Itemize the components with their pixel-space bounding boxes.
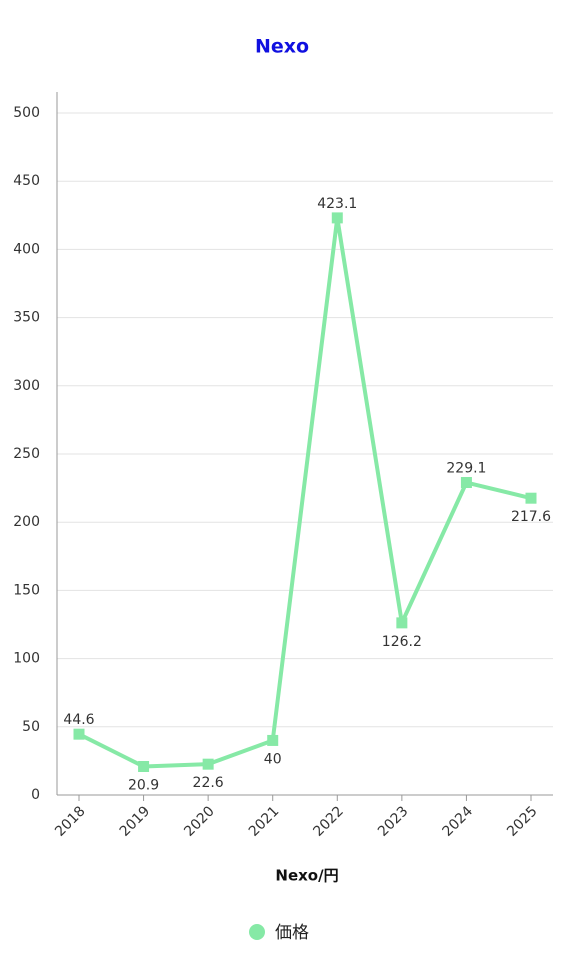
y-tick-label: 50 <box>22 719 40 735</box>
series-line <box>78 215 532 769</box>
point-marker <box>525 492 537 504</box>
y-tick-label: 200 <box>13 514 40 530</box>
legend-marker <box>249 924 265 940</box>
data-label: 423.1 <box>317 196 357 212</box>
x-tick-label: 2022 <box>310 803 347 840</box>
data-label: 126.2 <box>382 634 422 650</box>
y-tick-label: 350 <box>13 310 40 326</box>
x-axis-title: Nexo/円 <box>275 867 338 885</box>
point-marker <box>331 212 343 224</box>
legend-label: 価格 <box>275 923 309 943</box>
data-label: 229.1 <box>446 461 486 477</box>
x-tick-label: 2023 <box>375 803 412 840</box>
data-label: 40 <box>264 751 282 767</box>
point-marker <box>267 734 279 746</box>
x-tick-label: 2021 <box>246 803 283 840</box>
point-marker <box>138 760 150 772</box>
y-tick-label: 300 <box>13 378 40 394</box>
y-tick-label: 150 <box>13 582 40 598</box>
chart-title: Nexo <box>255 36 309 58</box>
point-marker <box>73 728 85 740</box>
data-label: 22.6 <box>193 775 224 791</box>
y-tick-label: 500 <box>13 105 40 121</box>
point-marker <box>460 477 472 489</box>
y-tick-label: 0 <box>31 787 40 803</box>
x-tick-label: 2025 <box>504 803 541 840</box>
x-tick-label: 2020 <box>181 803 218 840</box>
y-tick-label: 450 <box>13 173 40 189</box>
data-label: 44.6 <box>63 712 94 728</box>
point-marker <box>202 758 214 770</box>
point-marker <box>396 617 408 629</box>
x-tick-label: 2019 <box>117 803 154 840</box>
x-tick-label: 2024 <box>440 803 477 840</box>
y-tick-label: 250 <box>13 446 40 462</box>
y-tick-label: 100 <box>13 651 40 667</box>
data-label: 217.6 <box>511 509 551 525</box>
y-tick-label: 400 <box>13 241 40 257</box>
x-tick-label: 2018 <box>52 803 89 840</box>
data-label: 20.9 <box>128 777 159 793</box>
